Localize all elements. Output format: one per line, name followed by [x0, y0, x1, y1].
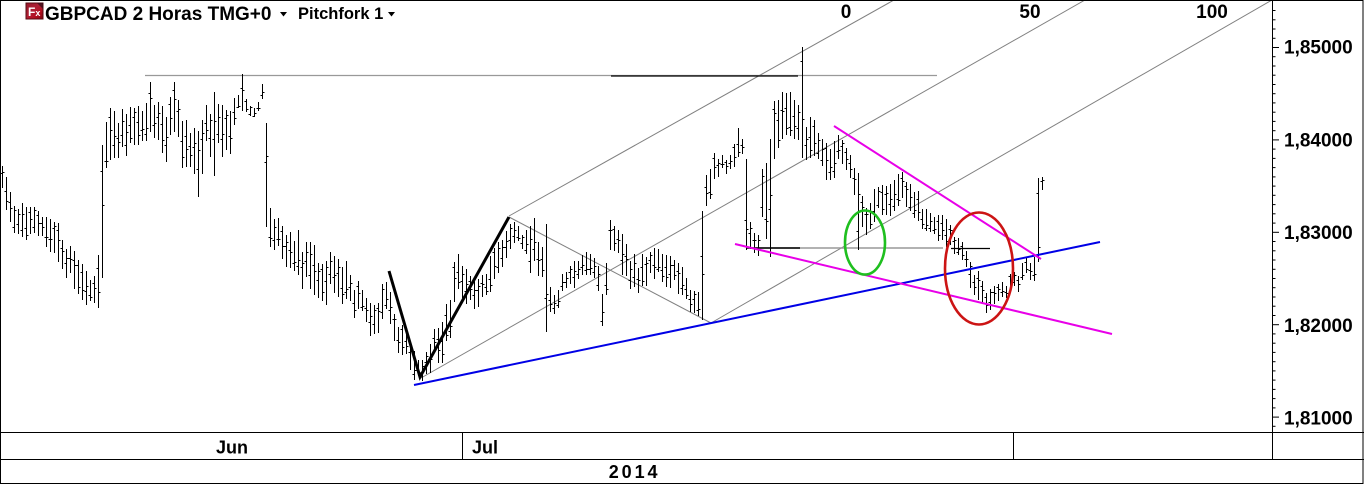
svg-text:Pitchfork 1: Pitchfork 1	[298, 5, 383, 23]
svg-text:50: 50	[1019, 2, 1040, 23]
svg-text:Jun: Jun	[216, 438, 248, 458]
svg-text:0: 0	[841, 2, 852, 23]
svg-text:GBPCAD 2 Horas TMG+0: GBPCAD 2 Horas TMG+0	[45, 4, 271, 25]
svg-text:1,82000: 1,82000	[1284, 316, 1353, 337]
svg-text:1,85000: 1,85000	[1284, 38, 1353, 59]
svg-text:1,81000: 1,81000	[1284, 409, 1353, 430]
svg-text:1,84000: 1,84000	[1284, 130, 1353, 151]
svg-text:Jul: Jul	[472, 438, 498, 458]
svg-text:1,83000: 1,83000	[1284, 223, 1353, 244]
svg-text:Fx: Fx	[28, 5, 40, 19]
svg-text:100: 100	[1196, 2, 1228, 23]
svg-text:2014: 2014	[609, 462, 661, 482]
